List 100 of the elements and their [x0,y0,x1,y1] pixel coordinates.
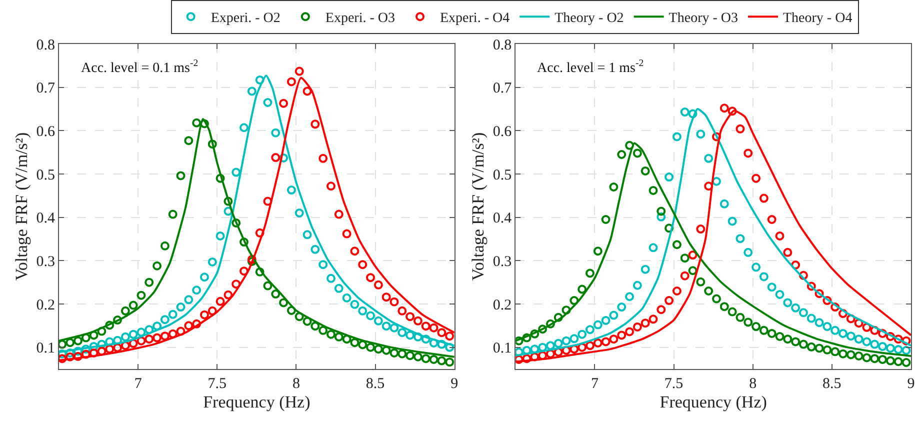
point [160,332,170,341]
point [625,327,634,336]
y-tick-label: 0.5 [36,167,55,184]
point [216,174,225,183]
point [358,306,368,316]
y-tick-label: 0.7 [492,80,512,97]
point [105,337,114,346]
legend-label: Experi. - O4 [440,11,510,26]
legend-label: Theory - O2 [554,11,624,26]
point [736,234,745,244]
point [822,296,832,306]
point [759,326,768,335]
point [585,268,594,278]
legend-label: Experi. - O3 [325,11,396,26]
point [334,210,344,219]
point [73,346,82,356]
point [822,345,832,354]
point [390,323,399,332]
point [271,290,280,299]
point [846,314,856,324]
point [176,302,186,312]
point [720,302,729,312]
point [862,322,872,332]
point [224,206,233,216]
point [398,306,407,316]
point [830,326,840,335]
point [390,348,399,358]
point [263,281,272,290]
point [791,303,800,312]
point [530,329,540,338]
annotation: Acc. level = 0.1 ms$^{-2}$ [81,58,198,76]
point [350,300,360,309]
point [294,208,304,218]
point [767,328,776,338]
point [310,322,320,331]
point [152,322,162,331]
y-tick-label: 0.3 [492,254,512,270]
point [128,330,138,339]
point [382,346,391,355]
point [617,150,626,159]
point [648,186,658,195]
point [664,296,674,306]
point [279,153,288,162]
point [89,330,98,340]
point [593,320,602,330]
point [664,224,674,233]
point [318,154,328,163]
point [806,314,816,323]
point [712,176,721,186]
point [798,340,808,349]
point [232,218,241,228]
point [374,316,383,326]
point [562,336,571,346]
point [200,272,209,282]
point [247,254,256,264]
point [609,182,618,192]
y-tick-label: 0.8 [36,37,55,54]
point [759,272,768,282]
point [696,130,706,139]
point [406,312,415,322]
point [398,328,407,338]
point [302,316,312,326]
y-tick-label: 0.6 [492,124,512,140]
point [271,153,280,162]
point [374,344,383,354]
point [413,352,422,362]
point [224,290,233,300]
point [240,238,249,247]
point [263,196,272,206]
point [578,330,587,339]
point [168,329,178,338]
point [406,351,415,360]
point [97,346,106,356]
point [902,336,911,346]
point [144,325,154,334]
point [279,98,288,108]
point [752,322,761,332]
point [632,322,642,332]
point [516,336,524,346]
point [680,108,690,117]
point [617,330,626,340]
point [136,290,146,300]
point [184,295,194,304]
point [89,342,98,351]
point [862,353,872,362]
point [814,344,824,353]
point [168,210,178,219]
point [736,312,745,322]
point [656,206,666,216]
point [97,340,106,349]
point [775,231,784,240]
point [791,337,800,346]
point [120,306,130,316]
point [712,294,721,304]
point [310,244,320,254]
point [712,132,721,142]
point [554,338,563,348]
point [870,326,880,335]
y-tick-label: 0.1 [36,340,55,357]
point [878,328,888,338]
